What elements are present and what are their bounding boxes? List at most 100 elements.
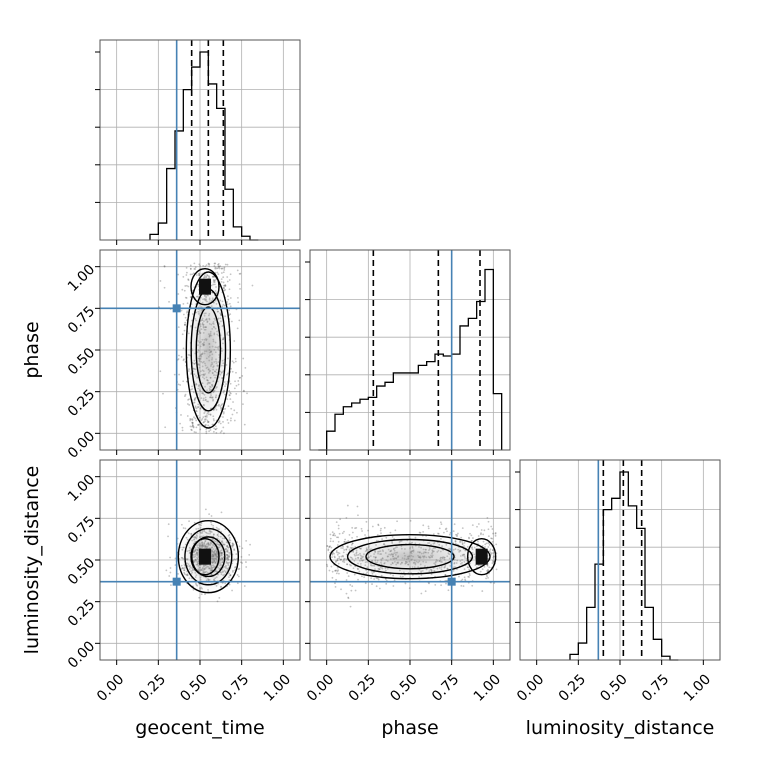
sample-point: [445, 527, 448, 530]
sample-point: [448, 533, 451, 536]
sample-point: [183, 324, 186, 326]
sample-point: [194, 417, 197, 420]
sample-point: [218, 267, 221, 270]
sample-point: [239, 287, 241, 290]
sample-point: [337, 524, 340, 527]
sample-point: [487, 546, 490, 548]
sample-point: [228, 288, 231, 291]
sample-point: [169, 556, 171, 559]
sample-point: [220, 430, 223, 432]
sample-point: [344, 538, 347, 541]
sample-point: [493, 555, 495, 558]
sample-point: [229, 297, 232, 299]
sample-point: [198, 596, 201, 599]
y-tick-label: 1.00: [65, 262, 98, 295]
sample-point: [488, 566, 491, 569]
sample-point: [351, 526, 354, 529]
sample-point: [173, 373, 176, 376]
sample-point: [234, 380, 236, 383]
sample-point: [420, 592, 423, 595]
sample-point: [347, 596, 350, 599]
y-axis-label-luminosity-distance: luminosity_distance: [21, 465, 43, 655]
sample-point: [215, 432, 218, 434]
sample-point: [226, 303, 229, 306]
sample-point: [446, 530, 448, 533]
sample-point: [238, 376, 241, 379]
sample-point: [185, 274, 188, 276]
sample-point: [334, 569, 337, 572]
sample-point: [233, 340, 236, 342]
sample-point: [338, 532, 341, 535]
sample-point: [228, 309, 230, 312]
sample-point: [345, 516, 348, 519]
sample-point: [191, 425, 193, 428]
sample-point: [456, 534, 459, 536]
sample-point: [486, 575, 488, 578]
sample-point: [336, 536, 338, 539]
sample-point: [228, 389, 231, 392]
sample-point: [364, 534, 366, 536]
sample-point: [164, 426, 167, 429]
sample-point: [434, 583, 437, 586]
sample-point: [191, 273, 194, 276]
sample-point: [242, 403, 244, 406]
sample-point: [223, 266, 226, 269]
sample-point: [428, 582, 430, 585]
sample-point: [187, 279, 190, 281]
sample-point: [228, 302, 231, 305]
sample-point: [228, 394, 231, 397]
sample-point: [482, 533, 485, 536]
hist-panel-phase: [305, 249, 511, 455]
sample-point: [189, 267, 192, 270]
sample-point: [224, 284, 227, 286]
sample-point: [187, 398, 189, 401]
sample-point: [170, 584, 172, 586]
sample-point: [392, 585, 395, 587]
sample-point: [493, 555, 496, 558]
sample-point: [360, 527, 363, 530]
sample-point: [492, 552, 495, 554]
sample-point: [373, 578, 376, 580]
sample-point: [463, 576, 466, 579]
sample-point: [329, 545, 332, 548]
sample-point: [351, 585, 354, 588]
sample-point: [162, 392, 164, 395]
sample-point: [239, 561, 242, 564]
sample-point: [199, 428, 202, 431]
sample-point: [330, 546, 333, 549]
sample-point: [186, 310, 189, 313]
sample-point: [361, 530, 363, 532]
sample-point: [218, 266, 221, 269]
sample-point: [326, 545, 328, 547]
sample-point: [159, 370, 162, 373]
sample-point: [419, 531, 422, 534]
sample-point: [222, 416, 224, 418]
sample-point: [240, 555, 243, 558]
sample-point: [442, 531, 445, 534]
sample-point: [222, 284, 225, 287]
sample-point: [214, 425, 217, 428]
sample-point: [199, 265, 201, 267]
sample-point: [483, 565, 486, 568]
sample-point: [194, 268, 197, 270]
sample-point: [357, 514, 359, 517]
sample-point: [226, 398, 229, 401]
sample-point: [191, 424, 194, 427]
sample-point: [226, 419, 229, 421]
sample-point: [222, 420, 224, 423]
sample-point: [205, 264, 208, 267]
sample-point: [347, 539, 350, 542]
sample-point: [455, 533, 457, 536]
joint-panel-geocent_time-luminosity_distance: 0.00 0.25 0.50 0.75 1.000.000.250.500.751.00: [65, 459, 301, 705]
sample-point: [189, 264, 192, 267]
sample-point: [494, 532, 497, 534]
sample-point: [178, 373, 181, 376]
sample-point: [476, 525, 478, 528]
sample-point: [186, 403, 189, 405]
sample-point: [194, 266, 197, 269]
sample-point: [334, 534, 337, 537]
sample-point: [487, 576, 489, 579]
sample-point: [461, 527, 464, 530]
sample-point: [439, 521, 442, 524]
sample-point: [186, 415, 189, 417]
